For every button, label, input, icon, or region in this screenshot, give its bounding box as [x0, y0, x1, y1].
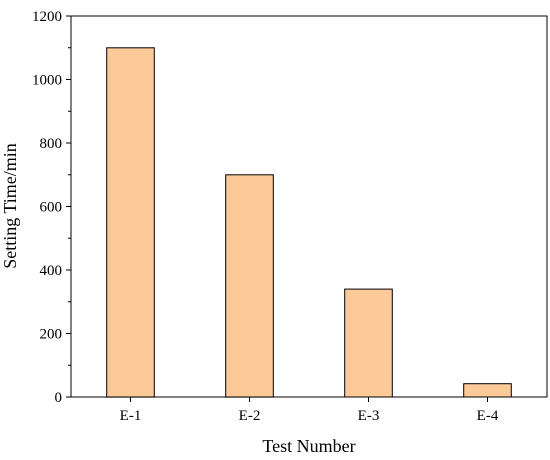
bars-layer — [106, 47, 512, 398]
bar-E-4 — [463, 383, 512, 398]
ticks-layer: E-1 E-2 E-3 E-4 0 200 400 600 800 1000 1200 — [32, 9, 499, 424]
y-tick-label: 600 — [40, 200, 63, 216]
bar-E-3 — [344, 288, 393, 398]
bar-E-2 — [225, 174, 274, 398]
x-axis-title: Test Number — [262, 436, 355, 455]
y-tick-label: 400 — [40, 263, 63, 279]
y-tick-label: 1200 — [32, 9, 62, 25]
y-axis-title: Setting Time/min — [0, 143, 20, 269]
plot-frame — [70, 15, 548, 398]
y-tick-label: 800 — [40, 136, 63, 152]
y-tick-label: 0 — [55, 390, 63, 406]
y-tick-label: 1000 — [32, 73, 62, 89]
x-tick-label: E-4 — [477, 408, 499, 424]
bar-E-1 — [106, 47, 155, 398]
x-tick-label: E-2 — [239, 408, 261, 424]
x-tick-label: E-3 — [358, 408, 380, 424]
x-tick-label: E-1 — [120, 408, 142, 424]
y-tick-label: 200 — [40, 327, 63, 343]
